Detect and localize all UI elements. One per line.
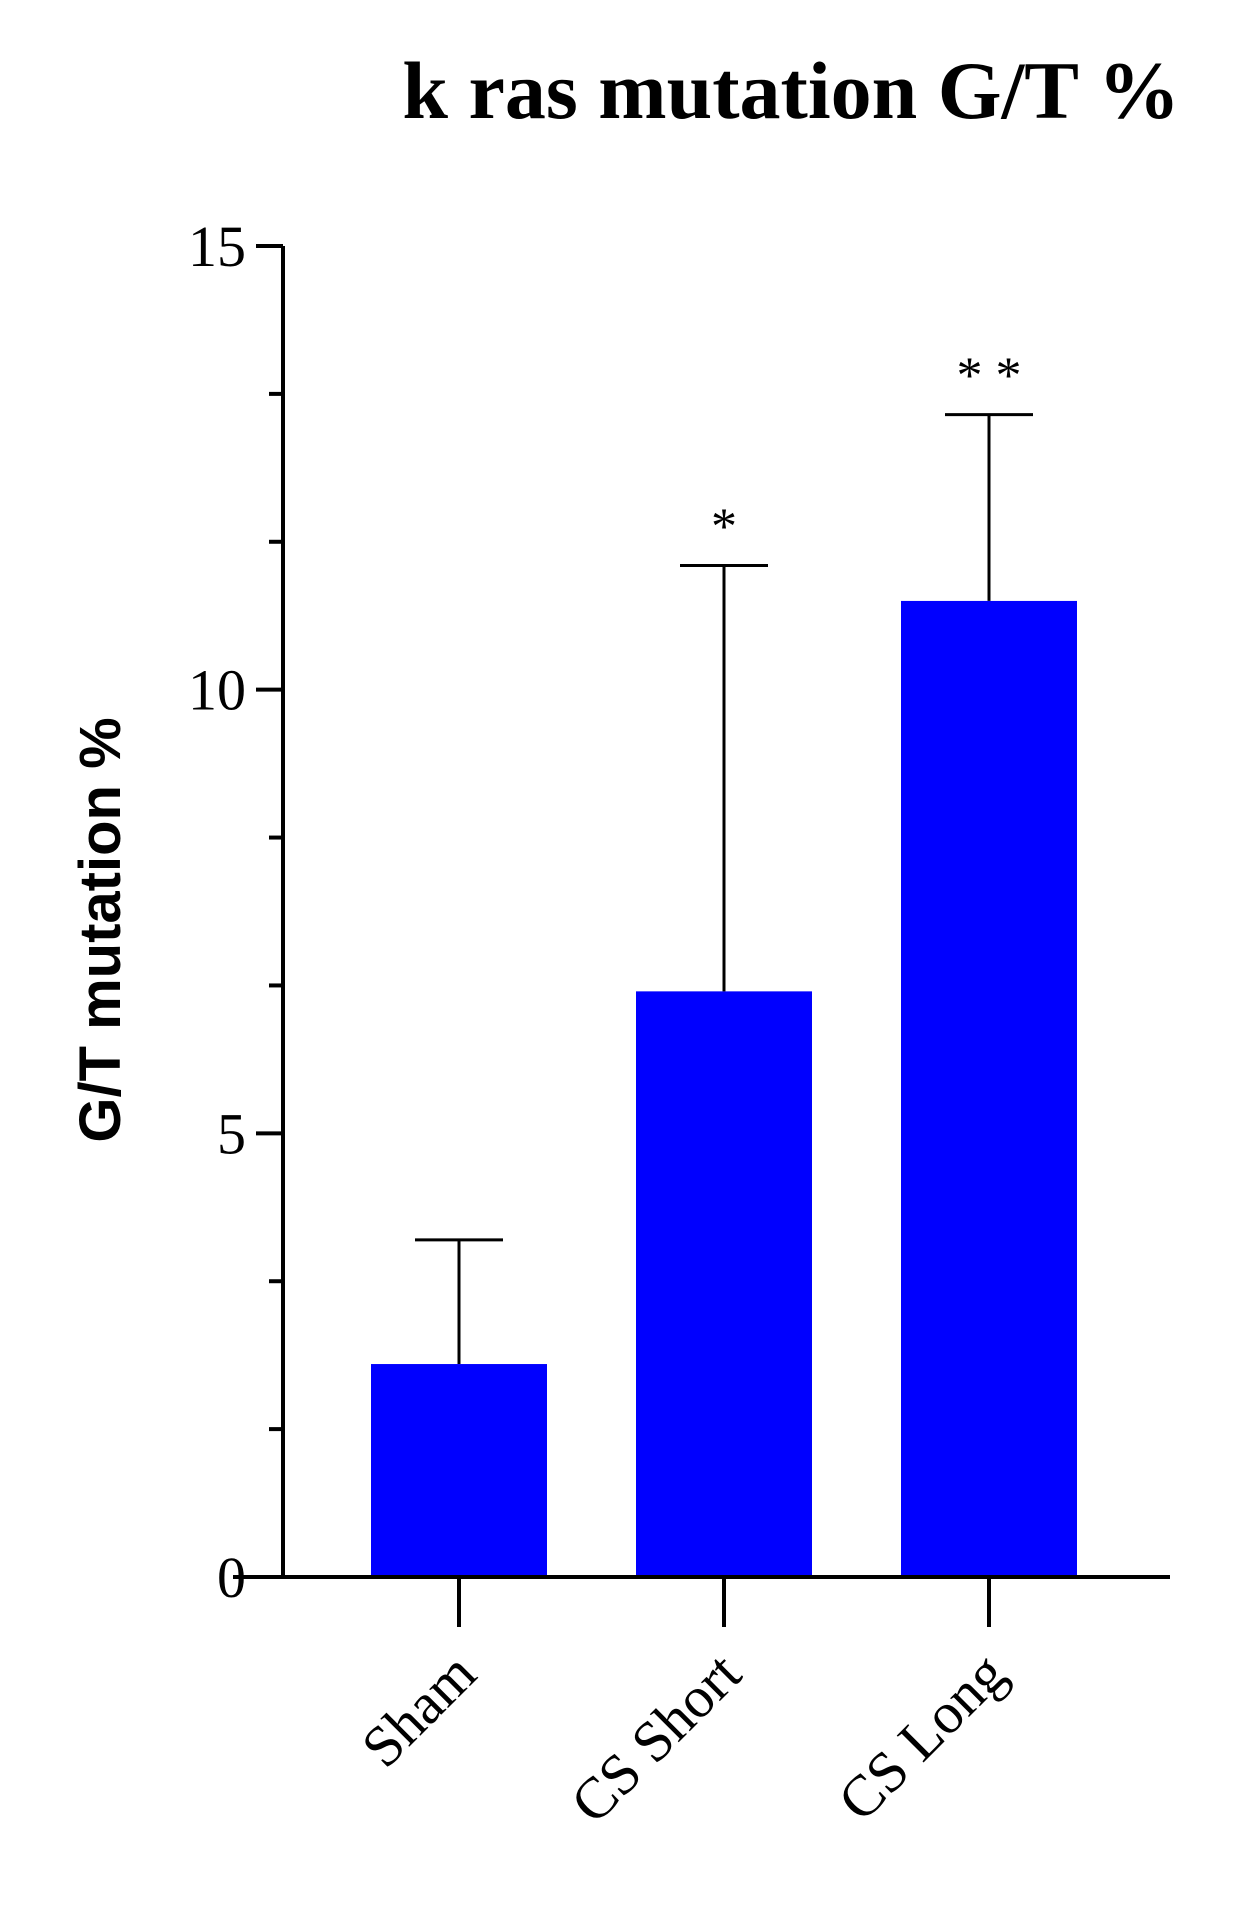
significance-marker: *	[711, 498, 737, 555]
bar	[636, 991, 812, 1577]
x-axis: Sham CS Short CS Long	[233, 1575, 1170, 1835]
significance-marker: * *	[957, 348, 1022, 405]
y-tick-label: 15	[188, 214, 246, 279]
bar	[901, 600, 1077, 1577]
error-bars-group	[415, 413, 1033, 1365]
y-axis-label: G/T mutation %	[68, 717, 133, 1142]
bar	[371, 1364, 547, 1577]
y-tick-label: 5	[217, 1101, 246, 1166]
x-category-label: Sham	[349, 1640, 488, 1779]
x-category-label: CS Short	[558, 1640, 753, 1835]
significance-group: * * *	[711, 348, 1022, 556]
chart-title: k ras mutation G/T %	[402, 45, 1180, 136]
y-tick-label: 10	[188, 658, 246, 723]
x-category-label: CS Long	[825, 1640, 1018, 1833]
bars-group	[371, 600, 1077, 1577]
